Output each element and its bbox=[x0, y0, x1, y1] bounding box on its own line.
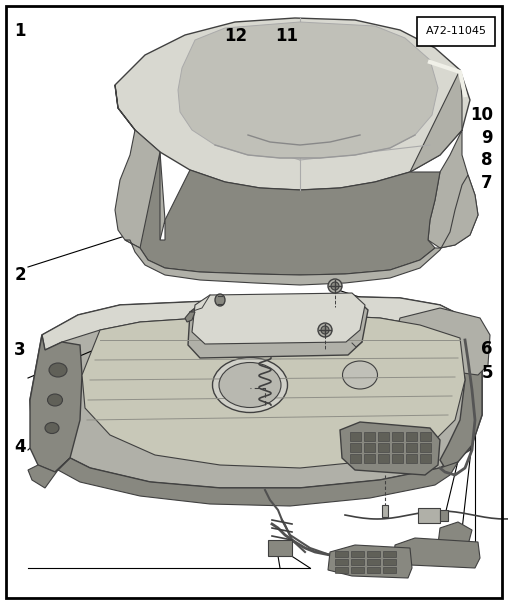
Bar bbox=[378, 432, 389, 441]
Text: 2: 2 bbox=[14, 266, 26, 284]
Text: 7: 7 bbox=[481, 174, 493, 192]
Polygon shape bbox=[192, 293, 365, 344]
Bar bbox=[392, 443, 403, 452]
Bar bbox=[364, 454, 375, 463]
Bar bbox=[420, 432, 431, 441]
Ellipse shape bbox=[331, 282, 339, 290]
Polygon shape bbox=[328, 545, 412, 578]
Ellipse shape bbox=[215, 294, 225, 306]
Bar bbox=[406, 443, 417, 452]
Bar bbox=[382, 505, 388, 517]
Text: 9: 9 bbox=[481, 129, 493, 147]
Bar bbox=[364, 432, 375, 441]
Text: 10: 10 bbox=[470, 106, 493, 124]
Bar bbox=[420, 443, 431, 452]
Polygon shape bbox=[115, 85, 165, 248]
Bar bbox=[335, 559, 348, 565]
Bar bbox=[367, 551, 380, 557]
Text: 3: 3 bbox=[14, 341, 26, 359]
Polygon shape bbox=[393, 538, 480, 568]
Bar bbox=[351, 551, 364, 557]
Bar bbox=[406, 432, 417, 441]
Polygon shape bbox=[395, 308, 490, 380]
Ellipse shape bbox=[321, 326, 329, 334]
Bar bbox=[440, 510, 448, 521]
Bar bbox=[350, 432, 361, 441]
Bar bbox=[335, 567, 348, 573]
Polygon shape bbox=[28, 458, 70, 488]
Ellipse shape bbox=[49, 363, 67, 377]
Text: 8: 8 bbox=[481, 151, 493, 169]
Bar bbox=[383, 551, 396, 557]
Polygon shape bbox=[30, 296, 482, 488]
Bar bbox=[378, 454, 389, 463]
Polygon shape bbox=[438, 522, 472, 550]
Polygon shape bbox=[440, 320, 482, 468]
Bar bbox=[351, 559, 364, 565]
Text: 6: 6 bbox=[481, 340, 493, 358]
Polygon shape bbox=[340, 422, 440, 475]
Bar bbox=[383, 567, 396, 573]
Bar bbox=[392, 454, 403, 463]
Bar bbox=[392, 432, 403, 441]
Ellipse shape bbox=[212, 358, 288, 413]
Bar bbox=[378, 443, 389, 452]
Bar bbox=[417, 17, 495, 46]
Polygon shape bbox=[185, 312, 195, 322]
Bar bbox=[350, 443, 361, 452]
Polygon shape bbox=[30, 335, 82, 472]
Polygon shape bbox=[42, 296, 482, 350]
Text: 1: 1 bbox=[14, 22, 26, 40]
Ellipse shape bbox=[219, 362, 281, 408]
Bar bbox=[418, 508, 440, 523]
Ellipse shape bbox=[342, 361, 377, 389]
Polygon shape bbox=[188, 298, 368, 358]
Bar bbox=[367, 559, 380, 565]
Bar bbox=[335, 551, 348, 557]
Bar bbox=[406, 454, 417, 463]
Bar bbox=[268, 540, 292, 556]
Text: 4: 4 bbox=[14, 438, 26, 456]
Bar bbox=[383, 559, 396, 565]
Ellipse shape bbox=[48, 394, 62, 406]
Polygon shape bbox=[82, 315, 465, 468]
Polygon shape bbox=[140, 152, 440, 275]
Text: 12: 12 bbox=[225, 27, 248, 45]
Ellipse shape bbox=[328, 279, 342, 293]
Text: 5: 5 bbox=[481, 364, 493, 382]
Bar bbox=[420, 454, 431, 463]
Bar bbox=[351, 567, 364, 573]
Polygon shape bbox=[125, 175, 478, 285]
Text: A72-11045: A72-11045 bbox=[425, 27, 487, 36]
Polygon shape bbox=[410, 70, 478, 248]
Bar bbox=[350, 454, 361, 463]
Polygon shape bbox=[115, 18, 470, 190]
Polygon shape bbox=[178, 22, 438, 158]
Polygon shape bbox=[58, 458, 458, 506]
Ellipse shape bbox=[45, 423, 59, 434]
Bar bbox=[367, 567, 380, 573]
Text: 11: 11 bbox=[275, 27, 299, 45]
Ellipse shape bbox=[318, 323, 332, 337]
Bar bbox=[364, 443, 375, 452]
